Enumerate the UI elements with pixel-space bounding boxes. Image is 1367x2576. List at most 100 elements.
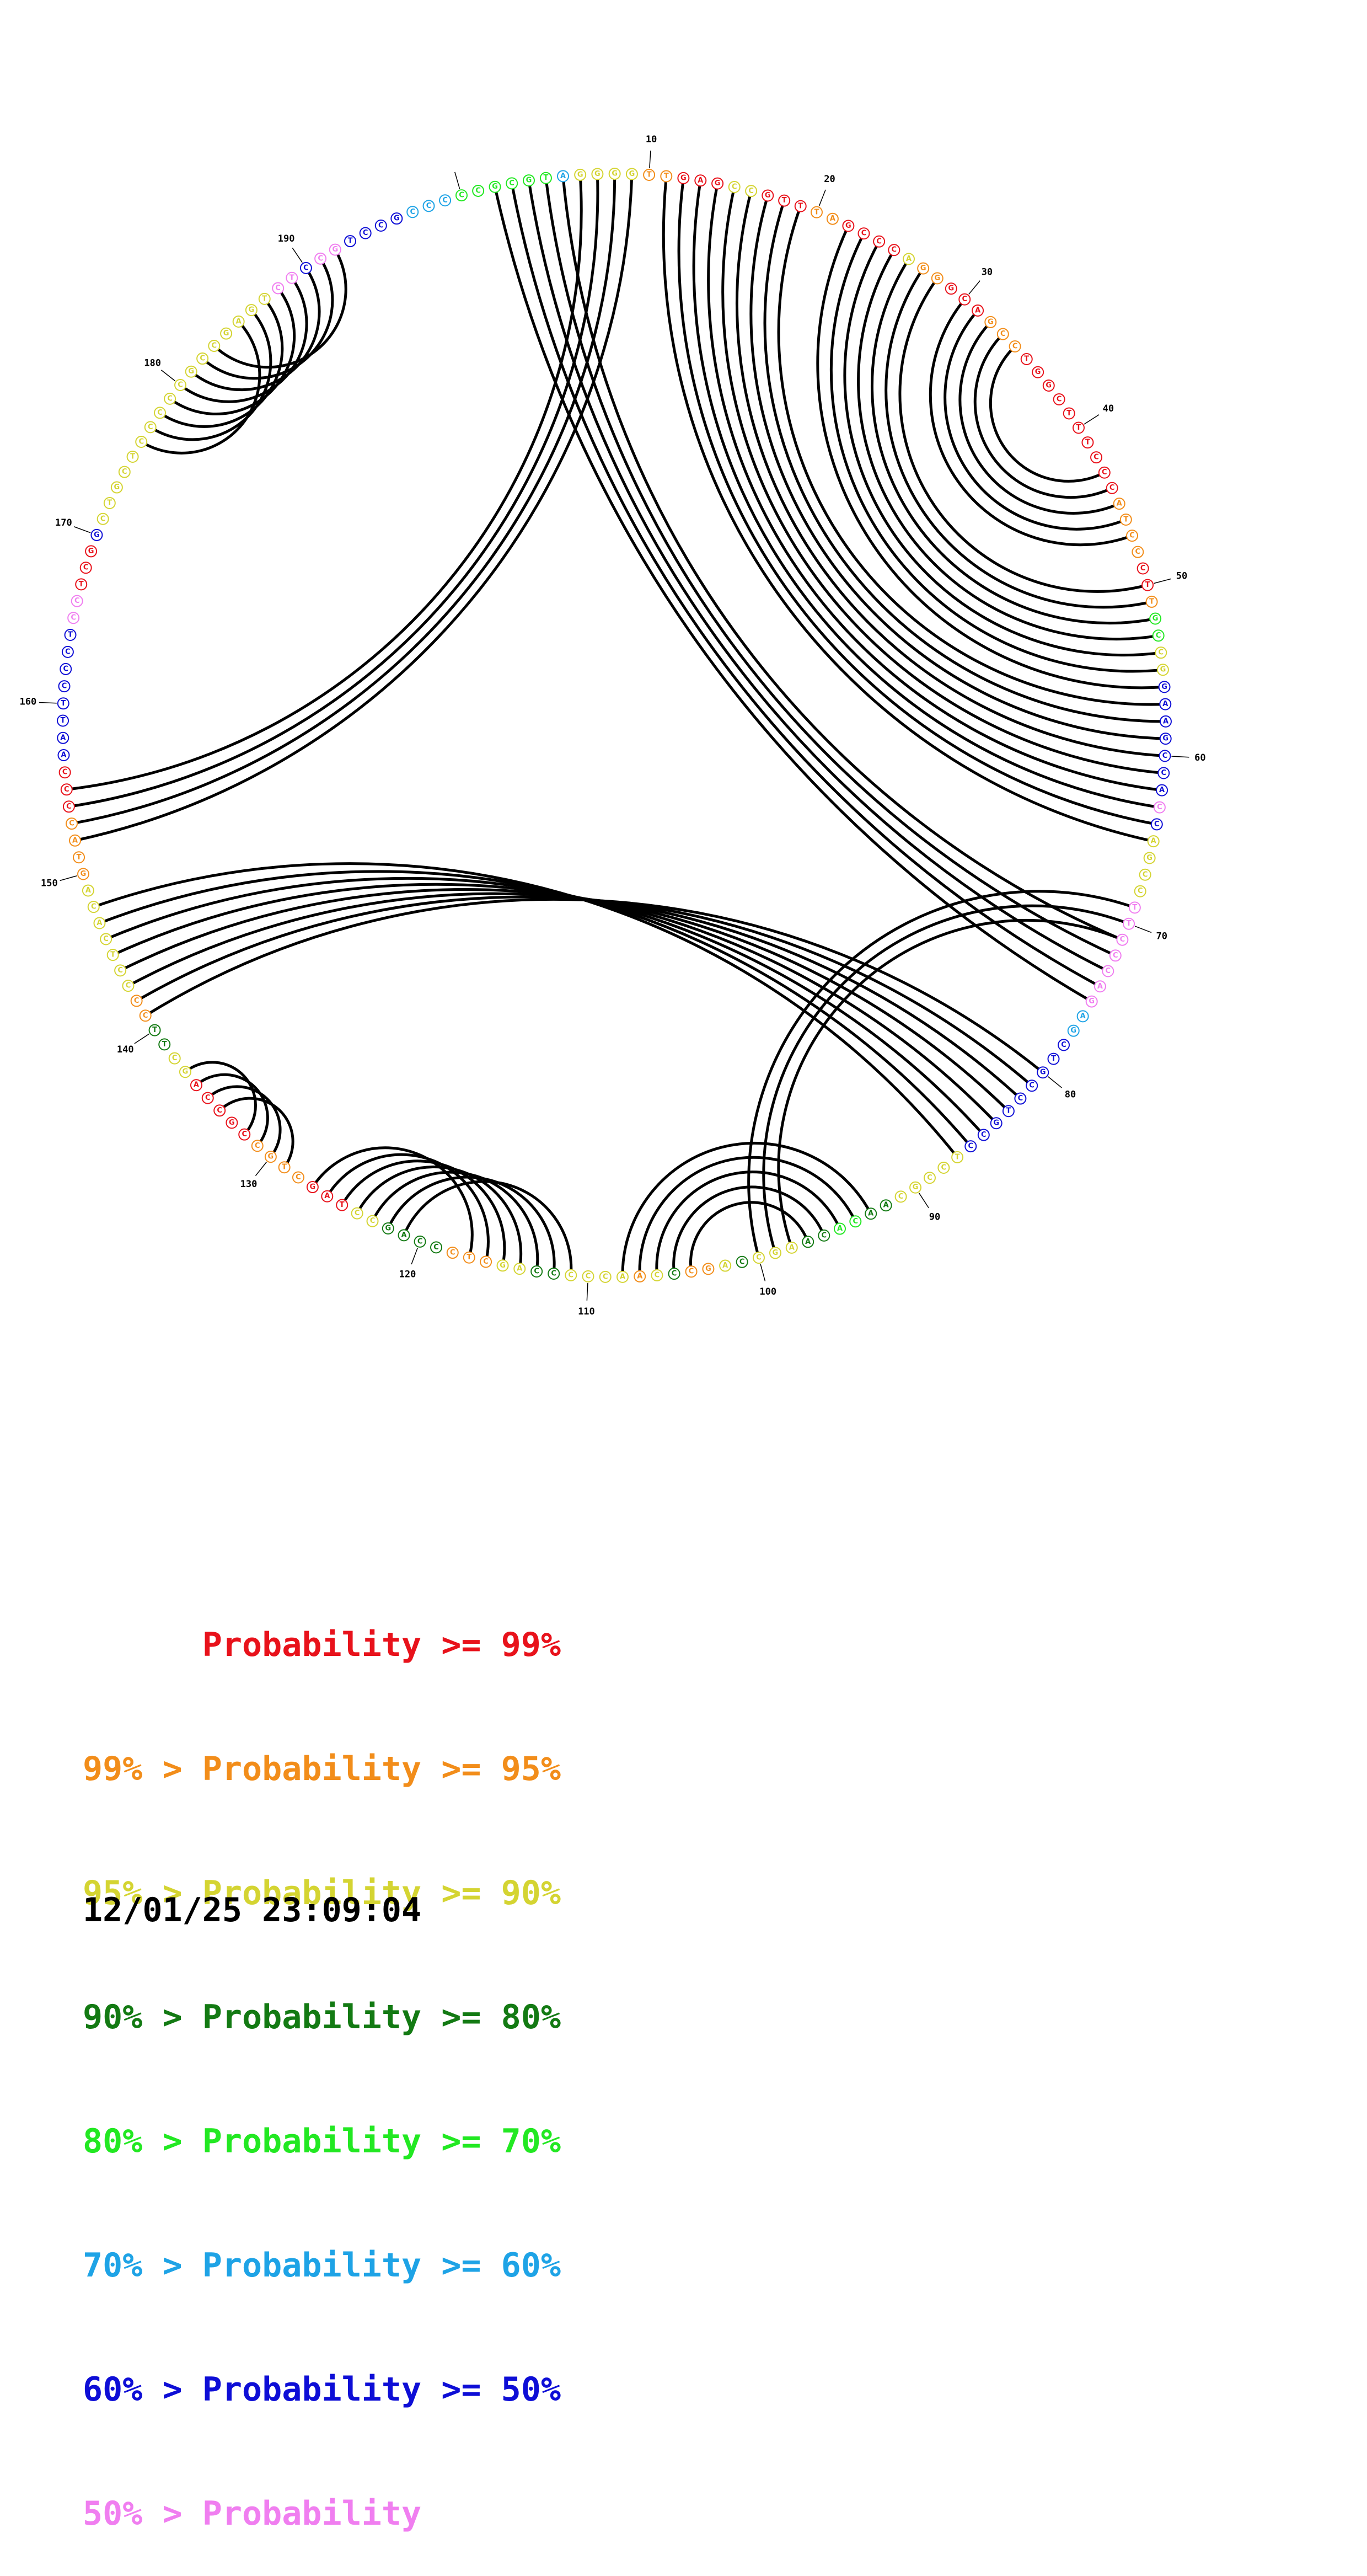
nucleotide-14: G bbox=[711, 177, 724, 190]
nucleotide-102: A bbox=[719, 1259, 732, 1272]
nucleotide-201: C bbox=[472, 184, 485, 197]
nucleotide-letter: G bbox=[332, 245, 338, 254]
nucleotide-circle bbox=[144, 421, 157, 434]
nucleotide-circle bbox=[1047, 1052, 1060, 1065]
nucleotide-108: A bbox=[616, 1270, 629, 1283]
nucleotide-184: G bbox=[220, 327, 233, 340]
nucleotide-43: C bbox=[1098, 466, 1111, 479]
nucleotide-68: C bbox=[1134, 885, 1146, 897]
nucleotide-161: C bbox=[58, 680, 71, 693]
nucleotide-letter: G bbox=[629, 170, 635, 178]
nucleotide-163: C bbox=[61, 645, 74, 658]
nucleotide-circle bbox=[785, 1241, 798, 1254]
nucleotide-letter: T bbox=[1132, 904, 1137, 912]
nucleotide-letter: A bbox=[868, 1210, 873, 1218]
nucleotide-189: T bbox=[286, 271, 298, 284]
nucleotide-letter: A bbox=[837, 1225, 843, 1233]
nucleotide-letter: C bbox=[689, 1268, 694, 1276]
nucleotide-49: C bbox=[1137, 562, 1149, 575]
pair-arc-96-105 bbox=[672, 1185, 825, 1274]
nucleotide-193: T bbox=[344, 235, 357, 248]
nucleotide-letter: T bbox=[955, 1153, 960, 1161]
nucleotide-151: T bbox=[73, 851, 85, 864]
nucleotide-letter: C bbox=[255, 1142, 260, 1150]
nucleotide-circle bbox=[382, 1222, 394, 1235]
nucleotide-174: C bbox=[118, 466, 131, 478]
nucleotide-circle bbox=[398, 1229, 410, 1242]
nucleotide-circle bbox=[1093, 980, 1106, 993]
nucleotide-circle bbox=[158, 1038, 171, 1051]
nucleotide-circle bbox=[810, 206, 823, 218]
nucleotide-circle bbox=[251, 1140, 264, 1152]
nucleotide-55: G bbox=[1156, 664, 1169, 676]
nucleotide-circle bbox=[660, 170, 673, 183]
nucleotide-45: A bbox=[1113, 498, 1125, 510]
nucleotide-86: C bbox=[964, 1140, 977, 1153]
nucleotide-136: A bbox=[190, 1079, 202, 1092]
nucleotide-circle bbox=[1143, 852, 1156, 864]
nucleotide-4: T bbox=[539, 172, 552, 184]
nucleotide-circle bbox=[677, 172, 690, 184]
nucleotide-letter: A bbox=[805, 1238, 811, 1246]
nucleotide-letter: C bbox=[1162, 752, 1168, 760]
pair-arc-13-63 bbox=[692, 180, 1160, 809]
nucleotide-65: A bbox=[1147, 835, 1160, 848]
legend-row-class-8: 50% > Probability bbox=[83, 2494, 422, 2533]
nucleotide-letter: A bbox=[975, 306, 980, 314]
nucleotide-circle bbox=[1153, 801, 1166, 814]
nucleotide-circle bbox=[958, 293, 971, 306]
nucleotide-circle bbox=[702, 1263, 715, 1275]
nucleotide-letter: G bbox=[765, 191, 771, 200]
nucleotide-177: C bbox=[144, 421, 157, 434]
nucleotide-80: G bbox=[1037, 1066, 1049, 1079]
nucleotide-letter: T bbox=[348, 237, 353, 245]
nucleotide-letter: A bbox=[883, 1201, 889, 1210]
nucleotide-letter: G bbox=[680, 174, 687, 182]
nucleotide-34: C bbox=[1009, 340, 1021, 352]
tick-label-100: 100 bbox=[759, 1286, 776, 1297]
nucleotide-circle bbox=[1156, 664, 1169, 676]
nucleotide-circle bbox=[220, 327, 233, 340]
nucleotide-letter: C bbox=[205, 1094, 211, 1102]
nucleotide-circle bbox=[794, 200, 807, 212]
nucleotide-letter: C bbox=[74, 597, 80, 605]
nucleotide-circle bbox=[71, 595, 83, 607]
nucleotide-circle bbox=[1109, 949, 1122, 962]
nucleotide-169: G bbox=[85, 545, 98, 558]
nucleotide-172: T bbox=[103, 496, 116, 509]
nucleotide-letter: C bbox=[178, 381, 183, 389]
nucleotide-circle bbox=[430, 1241, 443, 1254]
nucleotide-200: C bbox=[455, 189, 468, 202]
pair-arc-5-71 bbox=[561, 176, 1123, 942]
nucleotide-89: C bbox=[923, 1172, 936, 1184]
nucleotide-circle bbox=[1085, 995, 1098, 1008]
nucleotide-circle bbox=[496, 1259, 509, 1272]
nucleotide-letter: T bbox=[1149, 597, 1154, 606]
nucleotide-letter: G bbox=[988, 318, 994, 326]
pair-arc-16-60 bbox=[735, 190, 1165, 757]
nucleotide-circle bbox=[1152, 629, 1165, 642]
nucleotide-letter: C bbox=[138, 437, 144, 446]
nucleotide-letter: C bbox=[1000, 330, 1006, 338]
pair-arc-33-44 bbox=[973, 333, 1113, 499]
nucleotide-circle bbox=[539, 172, 552, 184]
nucleotide-101: C bbox=[736, 1255, 748, 1268]
nucleotide-92: A bbox=[880, 1199, 892, 1212]
nucleotide-57: A bbox=[1159, 698, 1172, 710]
nucleotide-circle bbox=[1009, 340, 1021, 352]
nucleotide-1: G bbox=[489, 180, 501, 193]
nucleotide-circle bbox=[1113, 498, 1125, 510]
nucleotide-letter: C bbox=[672, 1270, 677, 1278]
nucleotide-letter: C bbox=[143, 1012, 148, 1020]
nucleotide-letter: A bbox=[324, 1192, 330, 1200]
nucleotide-letter: C bbox=[100, 515, 106, 523]
nucleotide-letter: T bbox=[1127, 920, 1132, 928]
nucleotide-146: C bbox=[100, 933, 112, 945]
nucleotide-circle bbox=[208, 340, 221, 352]
nucleotide-63: C bbox=[1153, 801, 1166, 814]
nucleotide-39: T bbox=[1063, 407, 1075, 420]
nucleotide-190: C bbox=[299, 261, 312, 274]
nucleotide-31: A bbox=[972, 304, 984, 317]
nucleotide-56: G bbox=[1158, 681, 1171, 693]
nucleotide-letter: C bbox=[167, 394, 173, 403]
